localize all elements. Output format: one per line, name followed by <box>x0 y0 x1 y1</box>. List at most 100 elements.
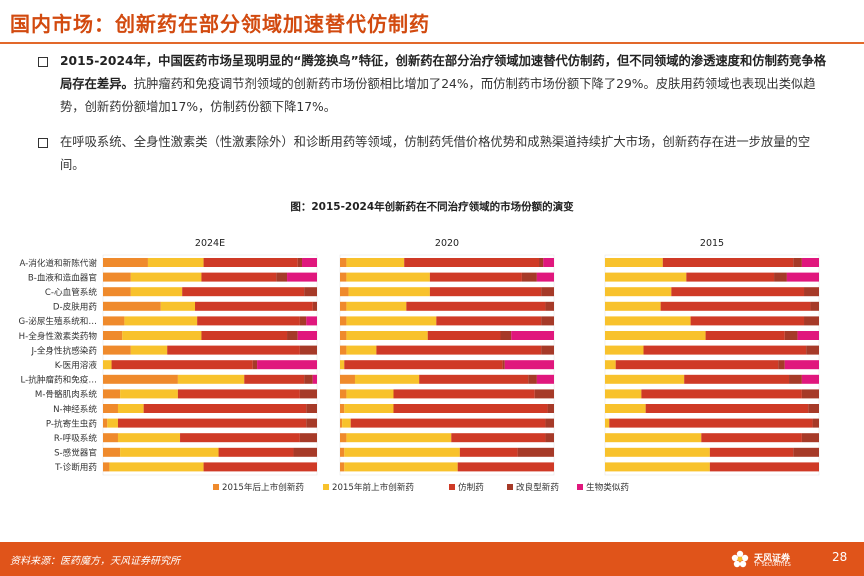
bar-segment <box>103 389 121 399</box>
bar-segment <box>354 374 420 384</box>
bar-segment <box>605 258 663 267</box>
category-label: A-消化道和新陈代谢 <box>19 257 97 269</box>
bar-segment <box>686 272 775 282</box>
bar-segment <box>643 345 807 355</box>
legend-swatch <box>507 484 513 490</box>
bar-segment <box>103 374 178 384</box>
page-number: 28 <box>832 550 848 564</box>
bar-segment <box>701 433 802 443</box>
bar-segment <box>120 447 219 457</box>
bar-segment <box>545 433 554 443</box>
bar-segment <box>304 374 313 384</box>
bar-segment <box>304 287 317 297</box>
bar-segment <box>120 389 178 399</box>
category-label: J-全身性抗感染药 <box>31 344 98 356</box>
flower-logo-icon <box>731 550 749 568</box>
bullet-item: 在呼吸系统、全身性激素类（性激素除外）和诊断用药等领域，仿制药凭借价格优势和成熟… <box>38 131 828 177</box>
bar-segment <box>541 287 554 297</box>
legend-label: 2015年后上市创新药 <box>222 481 304 493</box>
bar-segment <box>547 404 554 413</box>
bar-segment <box>346 258 405 267</box>
bar-segment <box>218 447 294 457</box>
bar-segment <box>605 331 706 340</box>
bar-segment <box>340 360 345 370</box>
bar-segment <box>306 316 317 326</box>
category-label: T-诊断用药 <box>54 461 97 473</box>
legend-label: 仿制药 <box>458 481 484 493</box>
bar-segment <box>340 447 345 457</box>
bar-segment <box>340 433 347 443</box>
bar-segment <box>306 404 317 413</box>
bar-segment <box>252 360 258 370</box>
bullet-text: 在呼吸系统、全身性激素类（性激素除外）和诊断用药等领域，仿制药凭借价格优势和成熟… <box>60 135 811 172</box>
bar-segment <box>299 433 317 443</box>
bar-segment <box>160 301 196 311</box>
bar-segment <box>340 345 347 355</box>
bar-segment <box>605 404 646 413</box>
legend-label: 改良型新药 <box>516 481 559 493</box>
bar-segment <box>103 360 112 370</box>
bar-segment <box>393 404 548 413</box>
bar-segment <box>528 374 537 384</box>
bar-segment <box>107 418 118 428</box>
bar-segment <box>605 418 610 428</box>
bar-segment <box>111 360 253 370</box>
bar-segment <box>429 287 542 297</box>
bar-segment <box>774 272 787 282</box>
bullet-item: 2015-2024年，中国医药市场呈现明显的“腾笼换鸟”特征，创新药在部分治疗领… <box>38 50 828 119</box>
bar-segment <box>709 447 794 457</box>
bar-segment <box>143 404 307 413</box>
bar-segment <box>605 360 616 370</box>
bar-segment <box>545 418 554 428</box>
bar-segment <box>684 374 790 384</box>
bar-segment <box>344 360 503 370</box>
bar-segment <box>812 418 819 428</box>
bar-segment <box>203 462 317 472</box>
bar-segment <box>130 287 183 297</box>
logo-subtitle: TF SECURITIES <box>754 562 791 568</box>
bar-segment <box>605 272 687 282</box>
bar-segment <box>605 462 710 472</box>
bar-segment <box>605 345 644 355</box>
bar-segment <box>671 287 805 297</box>
bar-segment <box>177 374 245 384</box>
bar-segment <box>340 316 347 326</box>
bar-segment <box>103 418 108 428</box>
bar-segment <box>793 258 802 267</box>
bar-segment <box>605 287 672 297</box>
bar-segment <box>180 433 300 443</box>
bar-segment <box>539 258 544 267</box>
bar-segment <box>500 331 512 340</box>
bar-segment <box>302 258 317 267</box>
bar-segment <box>784 360 819 370</box>
bar-segment <box>344 404 394 413</box>
bar-segment <box>605 433 702 443</box>
source-note: 资料来源：医药魔方，天风证券研究所 <box>10 556 180 567</box>
bar-segment <box>195 301 313 311</box>
legend-swatch <box>449 484 455 490</box>
bar-segment <box>287 272 317 282</box>
category-label: H-全身性激素类药物 <box>19 330 98 342</box>
bar-segment <box>543 258 554 267</box>
bar-segment <box>645 404 809 413</box>
bar-segment <box>340 462 345 472</box>
company-logo: 天风证券 TF SECURITIES <box>730 549 820 571</box>
bar-segment <box>793 447 819 457</box>
bar-segment <box>784 331 798 340</box>
bar-segment <box>167 345 300 355</box>
bar-segment <box>340 258 347 267</box>
legend-swatch <box>577 484 583 490</box>
stacked-bar-chart: 图：2015-2024年创新药在不同治疗领域的市场份额的演变 A-消化道和新陈代谢… <box>18 200 820 493</box>
bar-segment <box>293 447 317 457</box>
bar-segment <box>276 272 288 282</box>
bar-segment <box>344 447 460 457</box>
bar-segment <box>504 360 554 370</box>
panel-label: 2020 <box>435 238 459 249</box>
bar-segment <box>605 389 642 399</box>
bar-segment <box>130 272 202 282</box>
bar-segment <box>534 389 554 399</box>
bar-segment <box>299 389 317 399</box>
bar-segment <box>541 345 554 355</box>
bar-segment <box>605 447 710 457</box>
bar-segment <box>177 389 300 399</box>
